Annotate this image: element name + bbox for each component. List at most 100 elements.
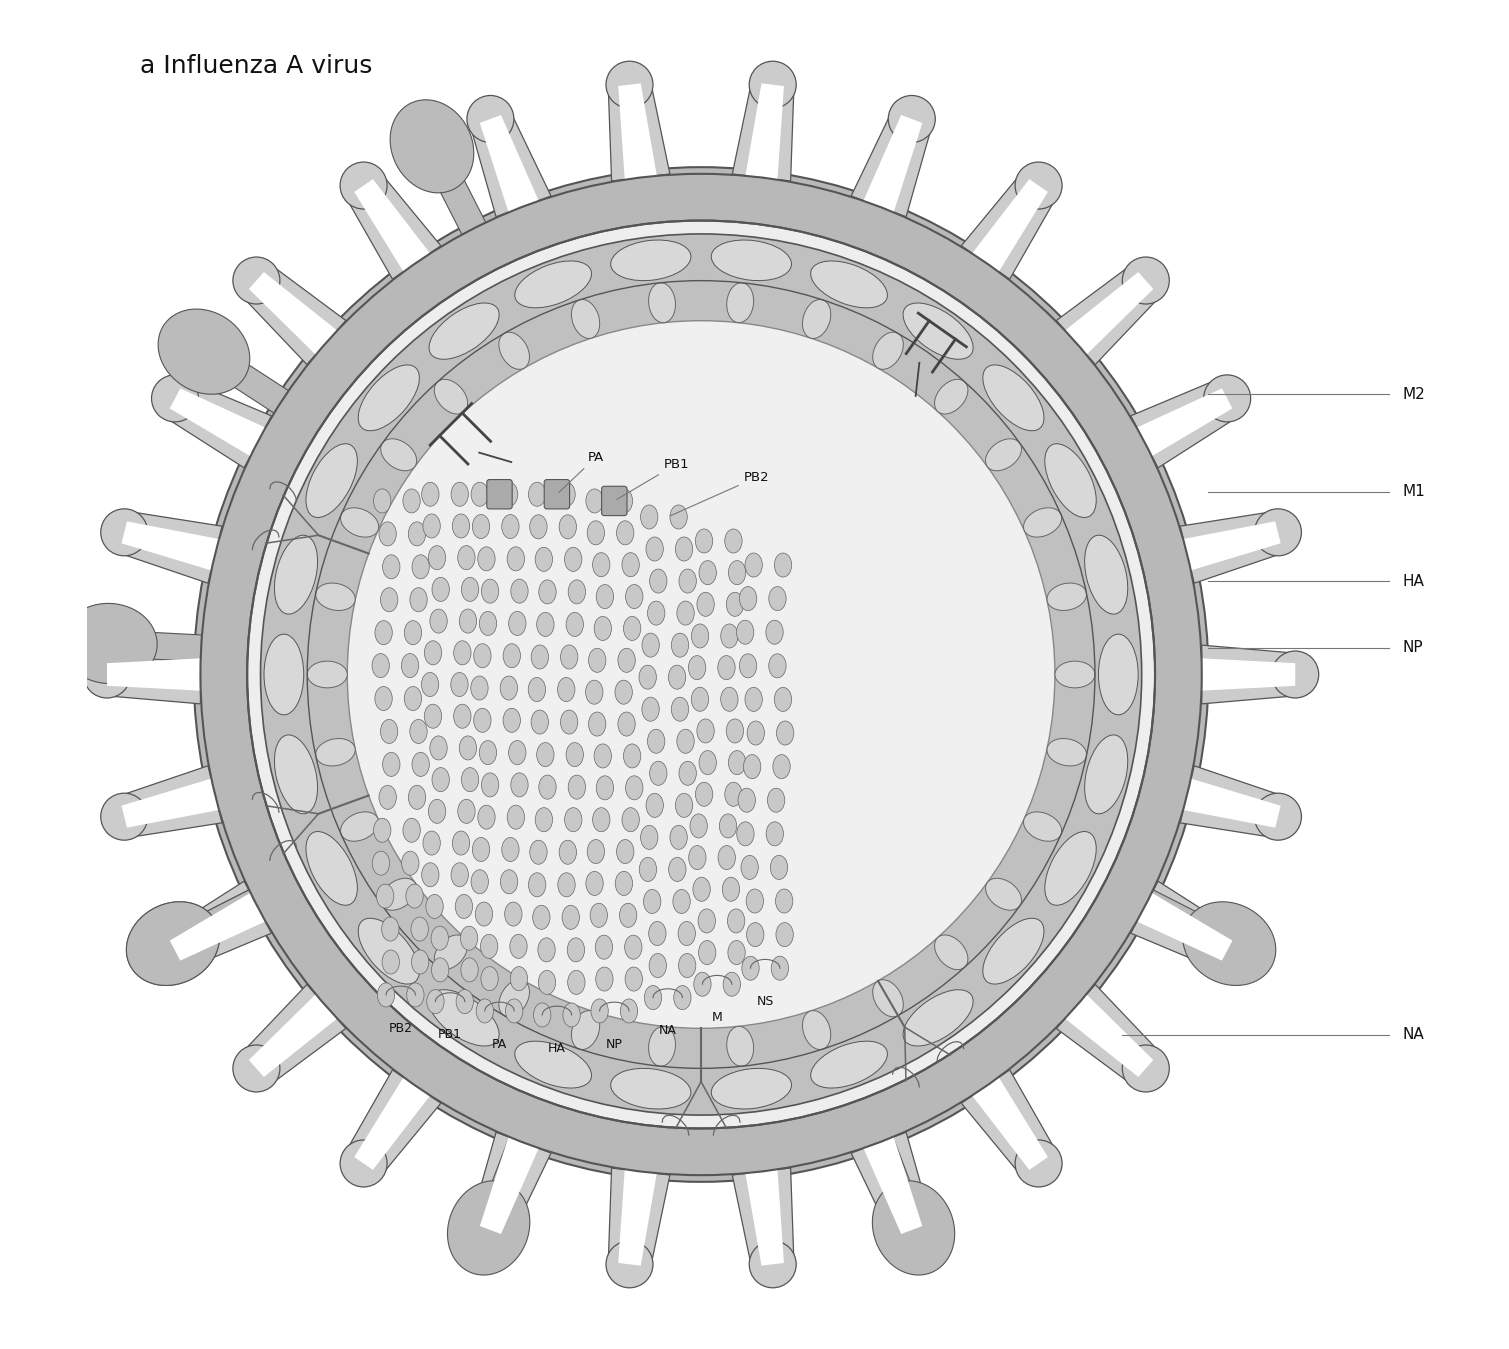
- Ellipse shape: [563, 1002, 581, 1027]
- Ellipse shape: [560, 710, 578, 734]
- Ellipse shape: [374, 687, 392, 711]
- Ellipse shape: [776, 923, 794, 947]
- Ellipse shape: [592, 998, 608, 1023]
- Ellipse shape: [773, 754, 791, 778]
- Ellipse shape: [1254, 509, 1301, 556]
- Circle shape: [193, 167, 1209, 1182]
- FancyBboxPatch shape: [545, 480, 569, 509]
- Ellipse shape: [510, 773, 528, 797]
- Polygon shape: [171, 389, 266, 456]
- Ellipse shape: [561, 905, 579, 929]
- FancyBboxPatch shape: [487, 480, 512, 509]
- Ellipse shape: [536, 808, 552, 832]
- Text: M1: M1: [1402, 484, 1424, 499]
- Ellipse shape: [481, 773, 499, 797]
- Polygon shape: [961, 1070, 1056, 1175]
- Ellipse shape: [401, 653, 418, 677]
- Ellipse shape: [406, 884, 423, 908]
- Ellipse shape: [774, 553, 792, 577]
- Ellipse shape: [649, 283, 676, 322]
- Polygon shape: [972, 1078, 1047, 1170]
- Ellipse shape: [744, 754, 761, 778]
- Ellipse shape: [432, 927, 448, 950]
- Ellipse shape: [726, 592, 744, 616]
- Ellipse shape: [694, 973, 711, 997]
- Ellipse shape: [454, 704, 471, 728]
- Ellipse shape: [626, 584, 643, 608]
- Ellipse shape: [767, 822, 783, 846]
- Polygon shape: [426, 151, 486, 235]
- Ellipse shape: [747, 923, 764, 947]
- Ellipse shape: [460, 927, 478, 950]
- Ellipse shape: [803, 299, 831, 339]
- Polygon shape: [480, 1137, 539, 1234]
- Ellipse shape: [435, 379, 468, 414]
- Ellipse shape: [101, 509, 148, 556]
- Ellipse shape: [426, 894, 444, 919]
- Ellipse shape: [451, 863, 468, 886]
- Ellipse shape: [607, 61, 653, 108]
- Ellipse shape: [647, 730, 665, 753]
- Polygon shape: [164, 379, 272, 468]
- Ellipse shape: [1044, 831, 1096, 905]
- Ellipse shape: [421, 482, 439, 506]
- Ellipse shape: [480, 935, 498, 958]
- Ellipse shape: [771, 855, 788, 880]
- Ellipse shape: [501, 514, 519, 538]
- Ellipse shape: [127, 901, 219, 986]
- Ellipse shape: [1085, 735, 1127, 813]
- Ellipse shape: [421, 673, 439, 696]
- Ellipse shape: [510, 579, 528, 603]
- Ellipse shape: [410, 588, 427, 611]
- Ellipse shape: [377, 983, 395, 1006]
- Polygon shape: [1183, 521, 1281, 571]
- Ellipse shape: [726, 719, 744, 743]
- Ellipse shape: [745, 688, 762, 711]
- Ellipse shape: [454, 641, 471, 665]
- Ellipse shape: [501, 870, 518, 894]
- Ellipse shape: [640, 858, 656, 881]
- Ellipse shape: [691, 625, 709, 648]
- Ellipse shape: [777, 720, 794, 745]
- Ellipse shape: [382, 917, 398, 942]
- Ellipse shape: [403, 488, 421, 513]
- Ellipse shape: [679, 761, 696, 785]
- Text: M: M: [712, 1010, 723, 1024]
- Ellipse shape: [560, 515, 576, 538]
- Ellipse shape: [711, 1068, 792, 1109]
- Ellipse shape: [502, 708, 521, 733]
- Ellipse shape: [724, 782, 742, 807]
- Ellipse shape: [480, 741, 496, 765]
- Ellipse shape: [739, 654, 756, 677]
- Ellipse shape: [391, 100, 474, 193]
- Ellipse shape: [471, 870, 489, 894]
- Ellipse shape: [982, 919, 1044, 985]
- Ellipse shape: [429, 990, 499, 1045]
- Ellipse shape: [509, 741, 527, 765]
- Ellipse shape: [481, 967, 498, 990]
- Polygon shape: [164, 881, 272, 970]
- Ellipse shape: [617, 712, 635, 737]
- Polygon shape: [1180, 511, 1283, 583]
- Ellipse shape: [515, 260, 592, 308]
- Ellipse shape: [531, 710, 548, 734]
- Ellipse shape: [617, 839, 634, 863]
- Ellipse shape: [748, 61, 797, 108]
- Text: PA: PA: [558, 451, 604, 492]
- Ellipse shape: [1183, 901, 1275, 986]
- Ellipse shape: [528, 677, 546, 701]
- Ellipse shape: [649, 569, 667, 594]
- Polygon shape: [868, 1137, 922, 1221]
- Ellipse shape: [688, 846, 706, 870]
- Ellipse shape: [724, 529, 742, 553]
- Polygon shape: [346, 174, 441, 279]
- Ellipse shape: [589, 649, 607, 672]
- Circle shape: [261, 233, 1142, 1116]
- Ellipse shape: [536, 548, 552, 572]
- Ellipse shape: [768, 654, 786, 677]
- FancyBboxPatch shape: [602, 486, 628, 515]
- Ellipse shape: [641, 697, 659, 722]
- Ellipse shape: [423, 514, 441, 538]
- Ellipse shape: [275, 536, 317, 614]
- Ellipse shape: [453, 831, 469, 855]
